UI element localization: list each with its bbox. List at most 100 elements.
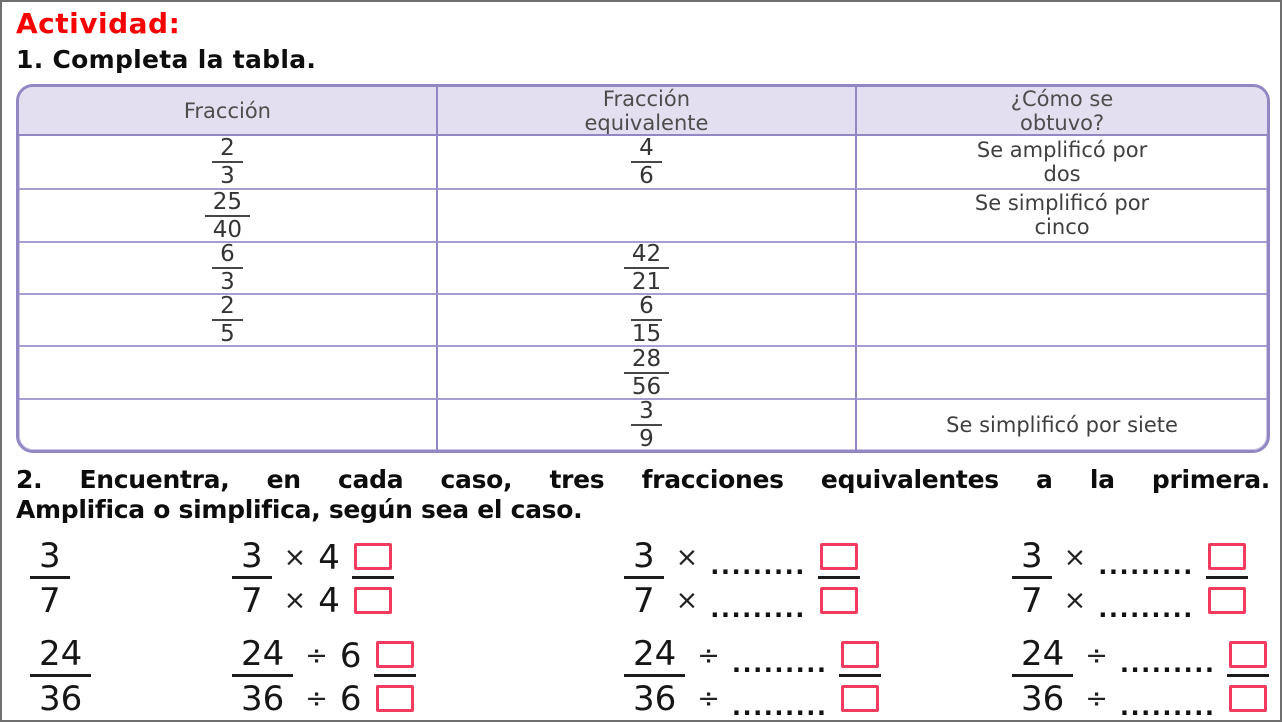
answer-cell-how[interactable]: [855, 240, 1267, 293]
result-fraction: [1227, 634, 1270, 720]
answer-cell-fraction[interactable]: [19, 397, 436, 450]
fraction: 3 7: [624, 536, 664, 622]
divide-icon: ÷: [1085, 683, 1108, 714]
answer-blank[interactable]: .........: [1119, 692, 1216, 721]
denominator: 40: [212, 216, 243, 241]
numerator: 3: [30, 536, 70, 579]
numerator: 24: [1012, 634, 1074, 677]
answer-cell-how[interactable]: [855, 345, 1267, 398]
operator-column: × ×: [676, 536, 699, 622]
header-cell-how: ¿Cómo se obtuvo?: [855, 87, 1267, 136]
multiply-icon: ×: [283, 585, 307, 616]
answer-box[interactable]: [375, 685, 414, 712]
divide-icon: ÷: [697, 640, 720, 671]
equivalence-group: 3 7 × × ......... .........: [612, 536, 1000, 622]
divide-icon: ÷: [1085, 640, 1108, 671]
multiply-icon: ×: [675, 542, 699, 573]
fraction: 24 36: [30, 634, 92, 720]
divide-icon: ÷: [305, 683, 328, 714]
operand-column: ......... .........: [1098, 536, 1194, 622]
result-fraction: [1205, 536, 1248, 622]
answer-box[interactable]: [353, 587, 392, 614]
result-fraction: [817, 536, 860, 622]
result-fraction: [839, 634, 882, 720]
fractions-table: Fracción Fracción equivalente ¿Cómo se o…: [16, 84, 1270, 453]
answer-blank[interactable]: .........: [1119, 649, 1216, 678]
answer-box[interactable]: [819, 587, 858, 614]
answer-box[interactable]: [1207, 587, 1246, 614]
table-cell-how: Se amplificó por dos: [855, 136, 1267, 189]
numerator: 6: [212, 243, 243, 269]
answer-blank[interactable]: .........: [710, 551, 806, 580]
result-fraction: [373, 634, 416, 720]
denominator: 36: [241, 678, 285, 719]
operator-column: ÷ ÷: [697, 634, 720, 720]
table-cell-equivalent: 4 6: [435, 136, 855, 189]
operator-column: ÷ ÷: [1085, 634, 1108, 720]
answer-box[interactable]: [841, 640, 880, 668]
numerator: 2: [212, 295, 243, 322]
operator-column: ÷ ÷: [305, 634, 328, 720]
numerator: 24: [232, 634, 294, 677]
column-header: Fracción: [183, 98, 271, 123]
answer-box[interactable]: [353, 542, 392, 570]
multiply-icon: ×: [283, 542, 307, 573]
result-fraction: [351, 536, 394, 622]
answer-blank[interactable]: .........: [1098, 594, 1194, 623]
equivalence-group: 3 7 × × ......... .........: [1000, 536, 1268, 622]
fraction: 3 7: [1012, 536, 1052, 622]
numerator: 4: [631, 136, 662, 164]
exercise-row-2: 24 36 24 36 ÷ ÷ 6 6 24: [16, 633, 1270, 721]
equivalence-group: 24 36 ÷ ÷ 6 6: [220, 634, 612, 720]
numerator: 3: [624, 536, 664, 579]
numerator: 24: [624, 634, 686, 677]
answer-box[interactable]: [819, 542, 858, 570]
lead-fraction-group: 3 7: [16, 536, 220, 622]
answer-box[interactable]: [375, 640, 414, 668]
answer-box[interactable]: [1207, 542, 1246, 570]
operand-column: ......... .........: [710, 536, 806, 622]
answer-box[interactable]: [841, 685, 880, 712]
numerator: 42: [623, 243, 670, 269]
denominator: 36: [1021, 678, 1065, 719]
operator-column: × ×: [1064, 536, 1087, 622]
denominator: 36: [633, 678, 677, 719]
denominator: 3: [220, 163, 235, 189]
answer-blank[interactable]: .........: [731, 692, 828, 721]
denominator: 5: [220, 321, 235, 346]
fraction: 3 7: [232, 536, 272, 622]
answer-blank[interactable]: .........: [1098, 551, 1194, 580]
fraction: 24 36: [232, 634, 294, 720]
equivalence-group: 24 36 ÷ ÷ ......... .........: [1000, 634, 1270, 721]
denominator: 6: [639, 163, 654, 189]
operator-column: × ×: [284, 536, 307, 622]
numerator: 3: [631, 400, 662, 426]
operand: 4: [318, 537, 340, 578]
numerator: 6: [631, 295, 662, 322]
table-cell-fraction: 6 3: [19, 240, 436, 293]
table-cell-equivalent: 28 56: [435, 345, 856, 398]
answer-cell-fraction[interactable]: [19, 345, 436, 397]
answer-blank[interactable]: .........: [710, 594, 806, 623]
fraction: 6 3: [212, 243, 243, 293]
numerator: 3: [232, 536, 272, 579]
fraction: 3 9: [631, 400, 662, 450]
answer-blank[interactable]: .........: [731, 649, 828, 678]
header-cell-fraction: Fracción: [19, 87, 436, 136]
answer-box[interactable]: [1229, 640, 1268, 668]
header-cell-equivalent: Fracción equivalente: [435, 87, 856, 136]
answer-box[interactable]: [1229, 685, 1268, 712]
answer-cell-equivalent[interactable]: [435, 188, 856, 241]
fraction: 6 15: [631, 295, 662, 346]
operand-column: 6 6: [340, 634, 362, 720]
fraction: 24 36: [624, 634, 686, 720]
fraction: 3 7: [30, 536, 70, 622]
operand: 6: [339, 678, 362, 719]
how-obtained-text: Se simplificó por cinco: [974, 191, 1150, 240]
equivalence-group: 24 36 ÷ ÷ ......... .........: [612, 634, 1000, 720]
table-cell-how: Se simplificó por cinco: [855, 188, 1267, 241]
answer-cell-how[interactable]: [855, 292, 1267, 346]
table-cell-fraction: 25 40: [19, 188, 436, 241]
denominator: 15: [631, 321, 662, 346]
denominator: 3: [220, 268, 235, 293]
